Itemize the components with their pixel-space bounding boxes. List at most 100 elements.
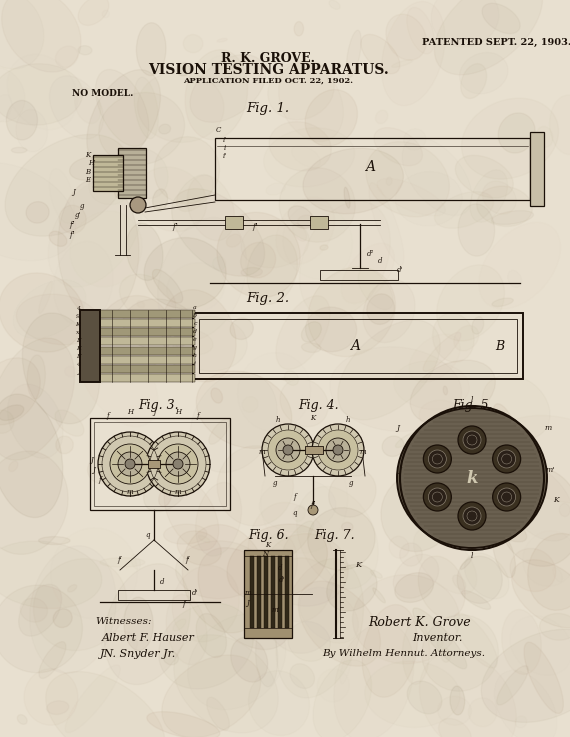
Ellipse shape [22,313,100,424]
Bar [94,422,226,506]
Ellipse shape [477,186,532,226]
Ellipse shape [492,531,515,578]
Text: E: E [76,338,80,343]
Ellipse shape [0,358,40,425]
Text: J: J [397,424,400,432]
Ellipse shape [382,436,404,456]
Text: A: A [350,339,360,353]
Bar [305,446,323,454]
Text: J: J [91,456,93,464]
Ellipse shape [152,269,183,303]
Ellipse shape [177,531,221,565]
Ellipse shape [230,318,253,340]
Text: H: H [88,159,94,167]
Text: Inventor.: Inventor. [412,633,462,643]
Ellipse shape [137,71,224,142]
Ellipse shape [95,296,171,374]
Ellipse shape [461,63,487,99]
Circle shape [125,459,135,469]
Circle shape [318,430,358,470]
Ellipse shape [217,38,227,42]
Text: g': g' [75,211,81,219]
Bar [285,556,289,628]
Circle shape [312,424,364,476]
Bar [310,216,328,229]
Text: d: d [378,257,382,265]
Text: B: B [86,168,91,176]
Text: f²: f² [310,501,316,509]
Ellipse shape [147,712,220,737]
Ellipse shape [492,404,518,454]
Bar [93,155,123,191]
Bar [244,550,292,638]
Text: J: J [72,188,75,196]
Text: f²: f² [70,221,75,229]
Ellipse shape [196,371,292,448]
Text: i': i' [223,136,227,144]
Text: 4: 4 [76,362,80,366]
Ellipse shape [87,70,160,167]
Text: J: J [92,466,95,474]
Bar [320,270,398,280]
Ellipse shape [55,410,84,436]
Bar [148,460,160,468]
Circle shape [173,459,183,469]
Text: h: h [276,416,280,424]
Ellipse shape [0,410,14,433]
Circle shape [283,445,293,455]
Ellipse shape [209,419,230,444]
Text: APPLICATION FILED OCT. 22, 1902.: APPLICATION FILED OCT. 22, 1902. [183,77,353,85]
Text: f: f [197,412,199,420]
Text: m: m [544,424,552,432]
Ellipse shape [211,388,222,403]
Ellipse shape [366,142,449,217]
Text: d: d [193,329,197,334]
Text: VISION TESTING APPARATUS.: VISION TESTING APPARATUS. [148,63,388,77]
Ellipse shape [0,394,63,517]
Ellipse shape [327,565,377,611]
Bar [225,216,243,229]
Circle shape [268,430,308,470]
Circle shape [498,488,516,506]
Circle shape [276,438,300,462]
Bar [264,556,268,628]
Text: F: F [76,354,80,358]
Ellipse shape [127,223,163,281]
Text: K: K [311,414,316,422]
Ellipse shape [6,100,38,140]
Circle shape [458,426,486,454]
Text: Fig. 3.: Fig. 3. [138,399,178,411]
Bar [250,556,254,628]
Text: q: q [146,531,150,539]
Text: h: h [193,352,197,357]
Circle shape [458,502,486,530]
Ellipse shape [184,35,203,52]
Text: Fig. 2.: Fig. 2. [246,292,290,304]
Text: JN. Snyder Jr.: JN. Snyder Jr. [100,649,176,659]
Ellipse shape [49,231,67,246]
Text: H: H [127,408,133,416]
Ellipse shape [298,581,380,666]
Text: f: f [107,412,109,420]
Text: m: m [127,488,133,496]
Ellipse shape [276,296,330,369]
Circle shape [262,424,314,476]
Ellipse shape [540,613,570,640]
Text: g: g [349,479,353,487]
Ellipse shape [305,90,357,146]
Circle shape [492,445,520,473]
Text: m': m' [272,606,280,614]
Text: b: b [193,312,197,318]
Ellipse shape [185,49,247,139]
Text: g: g [193,344,197,349]
Text: PATENTED SEPT. 22, 1903.: PATENTED SEPT. 22, 1903. [422,38,570,46]
Ellipse shape [410,360,495,425]
Text: d²: d² [367,250,373,258]
Ellipse shape [454,326,479,351]
Ellipse shape [279,62,344,142]
Ellipse shape [247,235,298,304]
Ellipse shape [100,558,145,567]
Ellipse shape [27,355,46,399]
Circle shape [158,444,198,484]
Ellipse shape [47,701,69,714]
